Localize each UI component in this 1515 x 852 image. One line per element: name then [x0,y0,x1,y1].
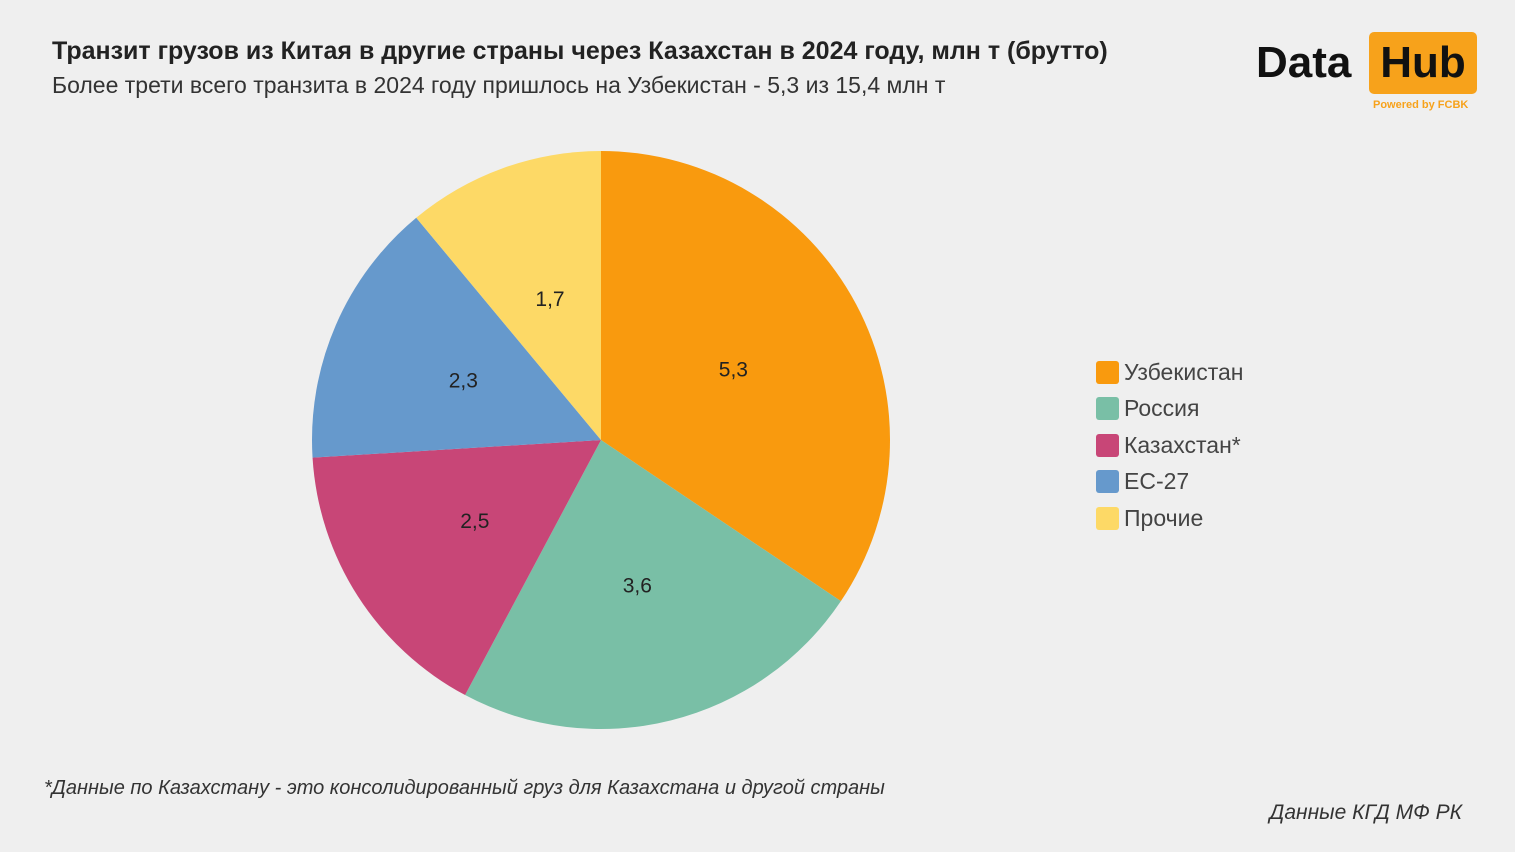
logo-powered-text: Powered by FCBK [1373,99,1469,111]
legend-swatch [1096,506,1119,530]
legend-swatch [1096,397,1119,421]
legend: Узбекистан Россия Казахстан* ЕС-27 Прочие [1096,354,1244,537]
slice-value-label: 2,5 [460,510,489,533]
legend-swatch [1096,360,1119,384]
pie-slice-0 [601,151,890,602]
legend-label: Казахстан* [1124,431,1241,458]
chart-subtitle: Более трети всего транзита в 2024 году п… [52,72,946,98]
legend-swatch [1096,470,1119,494]
pie-slice-2 [312,440,601,696]
slice-value-label: 2,3 [449,369,478,392]
logo-hub-text: Hub [1369,32,1477,94]
legend-item: Узбекистан [1096,354,1244,391]
slice-value-label: 1,7 [535,288,564,311]
legend-label: Россия [1124,395,1200,422]
footnote: *Данные по Казахстану - это консолидиров… [44,777,885,799]
legend-label: ЕС-27 [1124,468,1190,495]
logo-data-text: Data [1256,38,1352,87]
legend-item: Казахстан* [1096,427,1244,464]
pie-slice-1 [465,440,841,729]
chart-title: Транзит грузов из Китая в другие страны … [52,37,1108,65]
legend-item: ЕС-27 [1096,464,1244,501]
legend-label: Прочие [1124,504,1204,531]
legend-item: Россия [1096,391,1244,428]
legend-swatch [1096,433,1119,457]
slice-value-label: 3,6 [623,575,652,598]
slice-value-label: 5,3 [719,358,748,381]
legend-item: Прочие [1096,500,1244,537]
pie-slice-4 [416,151,601,440]
pie-slice-3 [312,217,601,458]
source-note: Данные КГД МФ РК [1269,801,1462,824]
legend-label: Узбекистан [1124,358,1244,385]
